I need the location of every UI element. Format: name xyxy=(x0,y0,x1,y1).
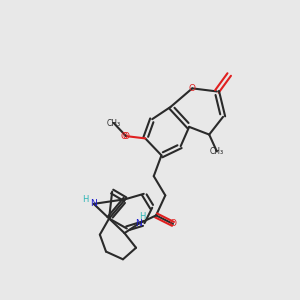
Text: N: N xyxy=(135,219,142,228)
Text: O: O xyxy=(120,132,127,141)
Text: H: H xyxy=(139,212,146,221)
Text: CH₃: CH₃ xyxy=(106,118,121,127)
Text: CH₃: CH₃ xyxy=(210,147,224,156)
Text: N: N xyxy=(90,200,97,208)
Text: O: O xyxy=(169,219,176,228)
Text: O: O xyxy=(189,84,196,93)
Text: O: O xyxy=(122,132,130,141)
Text: H: H xyxy=(82,195,88,204)
